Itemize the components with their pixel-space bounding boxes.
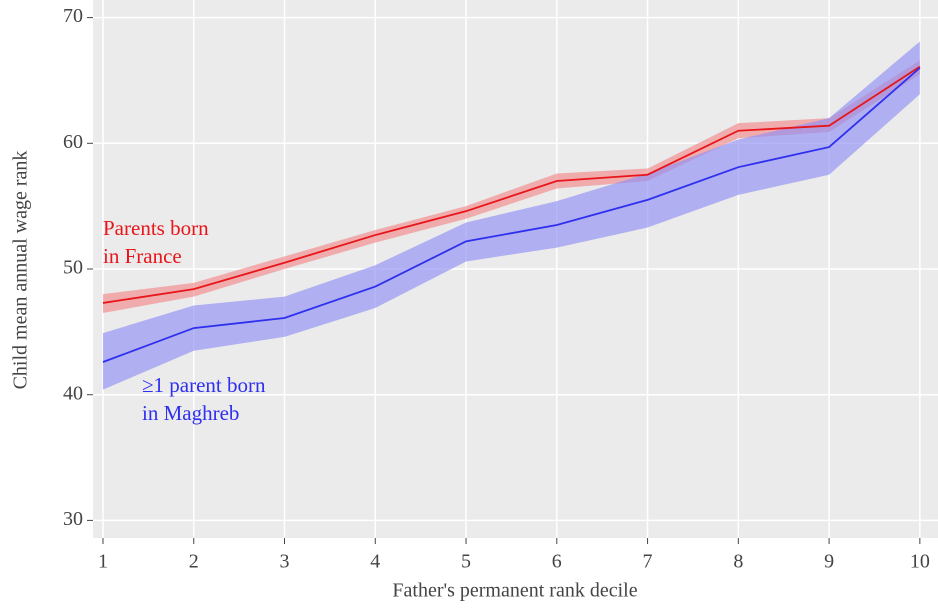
x-tick-label: 7	[643, 551, 653, 573]
x-tick-label: 6	[552, 551, 562, 573]
x-tick-label: 1	[98, 551, 108, 573]
x-tick-label: 5	[461, 551, 471, 573]
confidence-band	[102, 41, 920, 390]
x-axis-title: Father's permanent rank decile	[392, 580, 637, 602]
x-tick-label: 10	[910, 551, 930, 573]
x-tick-label: 2	[189, 551, 199, 573]
x-tick-label: 8	[733, 551, 743, 573]
x-tick-label: 9	[824, 551, 834, 573]
series-line	[102, 65, 921, 304]
y-axis-title: Child mean annual wage rank	[10, 151, 32, 390]
series-line	[102, 67, 921, 363]
y-tick-label: 50	[63, 257, 83, 279]
confidence-band	[102, 60, 920, 313]
x-tick-label: 3	[280, 551, 290, 573]
y-tick-label: 60	[63, 131, 83, 153]
series-label: in France	[103, 244, 182, 268]
series-label: Parents born	[103, 216, 209, 240]
series-label: ≥1 parent born	[142, 373, 266, 397]
series-label: in Maghreb	[142, 401, 239, 425]
y-tick-label: 70	[63, 5, 83, 27]
y-tick-label: 30	[63, 508, 83, 530]
y-tick-label: 40	[63, 382, 83, 404]
x-tick-label: 4	[370, 551, 380, 573]
